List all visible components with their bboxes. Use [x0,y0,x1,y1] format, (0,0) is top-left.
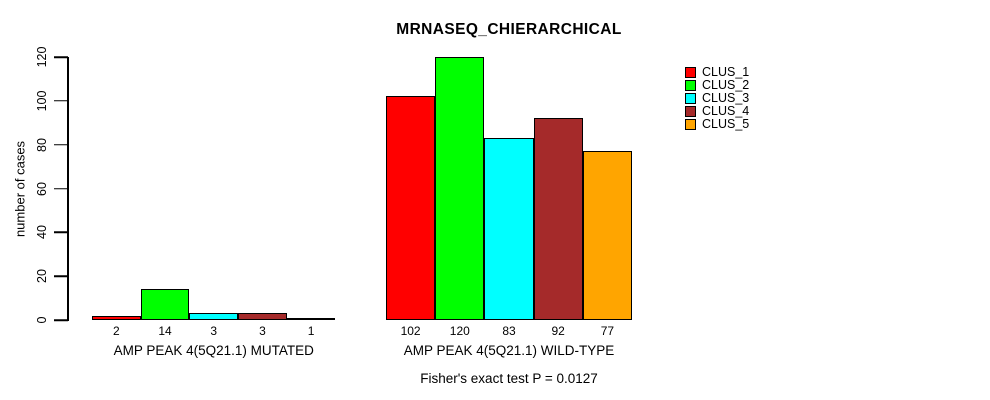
legend-item: CLUS_3 [685,92,749,105]
bar-value-label: 3 [210,324,218,338]
bar-value-label: 2 [113,324,120,338]
y-axis-tick-label: 20 [35,269,49,284]
y-axis-tick [54,187,68,190]
bar-clus_5-group1 [286,317,336,320]
bar-value-label: 3 [259,324,266,338]
y-axis-tick [54,100,68,102]
y-axis-tick-label: 120 [35,46,49,68]
y-axis-tick [54,319,68,321]
chart-title: MRNASEQ_CHIERARCHICAL [396,21,622,38]
bar-value-label: 1 [307,324,315,338]
legend-color-swatch [685,93,696,104]
y-axis-tick [54,56,68,58]
bar-clus_3-group1 [189,313,239,320]
bar-clus_2-group2 [435,57,485,320]
legend-color-swatch [685,106,696,117]
legend-color-swatch [685,80,696,91]
bar-value-label: 102 [400,324,421,338]
legend-item: CLUS_2 [685,79,749,92]
legend-label: CLUS_3 [702,91,750,105]
y-axis-title: number of cases [12,140,28,238]
legend-item: CLUS_4 [685,105,749,118]
bar-value-label: 120 [449,324,470,338]
legend-color-swatch [685,67,696,78]
legend-label: CLUS_5 [702,117,750,131]
legend-label: CLUS_4 [702,104,750,118]
bar-value-label: 77 [600,324,615,338]
legend-color-swatch [685,119,696,130]
legend-item: CLUS_1 [685,66,749,79]
bar-clus_1-group1 [92,315,141,320]
legend: CLUS_1 CLUS_2 CLUS_3 CLUS_4 CLUS_5 [685,66,749,131]
bar-value-label: 14 [158,324,172,338]
group-axis-label: AMP PEAK 4(5Q21.1) WILD-TYPE [403,343,615,358]
y-axis-tick-label: 100 [35,90,49,112]
y-axis-tick-label: 0 [35,316,49,324]
bar-clus_5-group2 [582,151,632,320]
bar-clus_3-group2 [484,138,534,320]
legend-label: CLUS_2 [702,78,750,92]
bar-clus_2-group1 [140,289,190,320]
y-axis-tick [54,275,68,277]
bar-clus_4-group2 [533,118,583,320]
y-axis-tick [54,231,68,234]
bar-clus_4-group1 [238,313,287,320]
legend-label: CLUS_1 [702,65,750,79]
footnote-fisher-test: Fisher's exact test P = 0.0127 [420,371,598,386]
y-axis-tick-label: 40 [35,225,49,240]
bar-value-label: 83 [502,324,516,338]
bar-value-label: 92 [551,324,565,338]
y-axis-tick-label: 60 [35,181,49,196]
y-axis-tick [54,143,68,146]
y-axis-tick-label: 80 [35,137,49,152]
legend-item: CLUS_5 [685,118,749,131]
bar-clus_1-group2 [386,96,436,320]
group-axis-label: AMP PEAK 4(5Q21.1) MUTATED [113,343,314,358]
